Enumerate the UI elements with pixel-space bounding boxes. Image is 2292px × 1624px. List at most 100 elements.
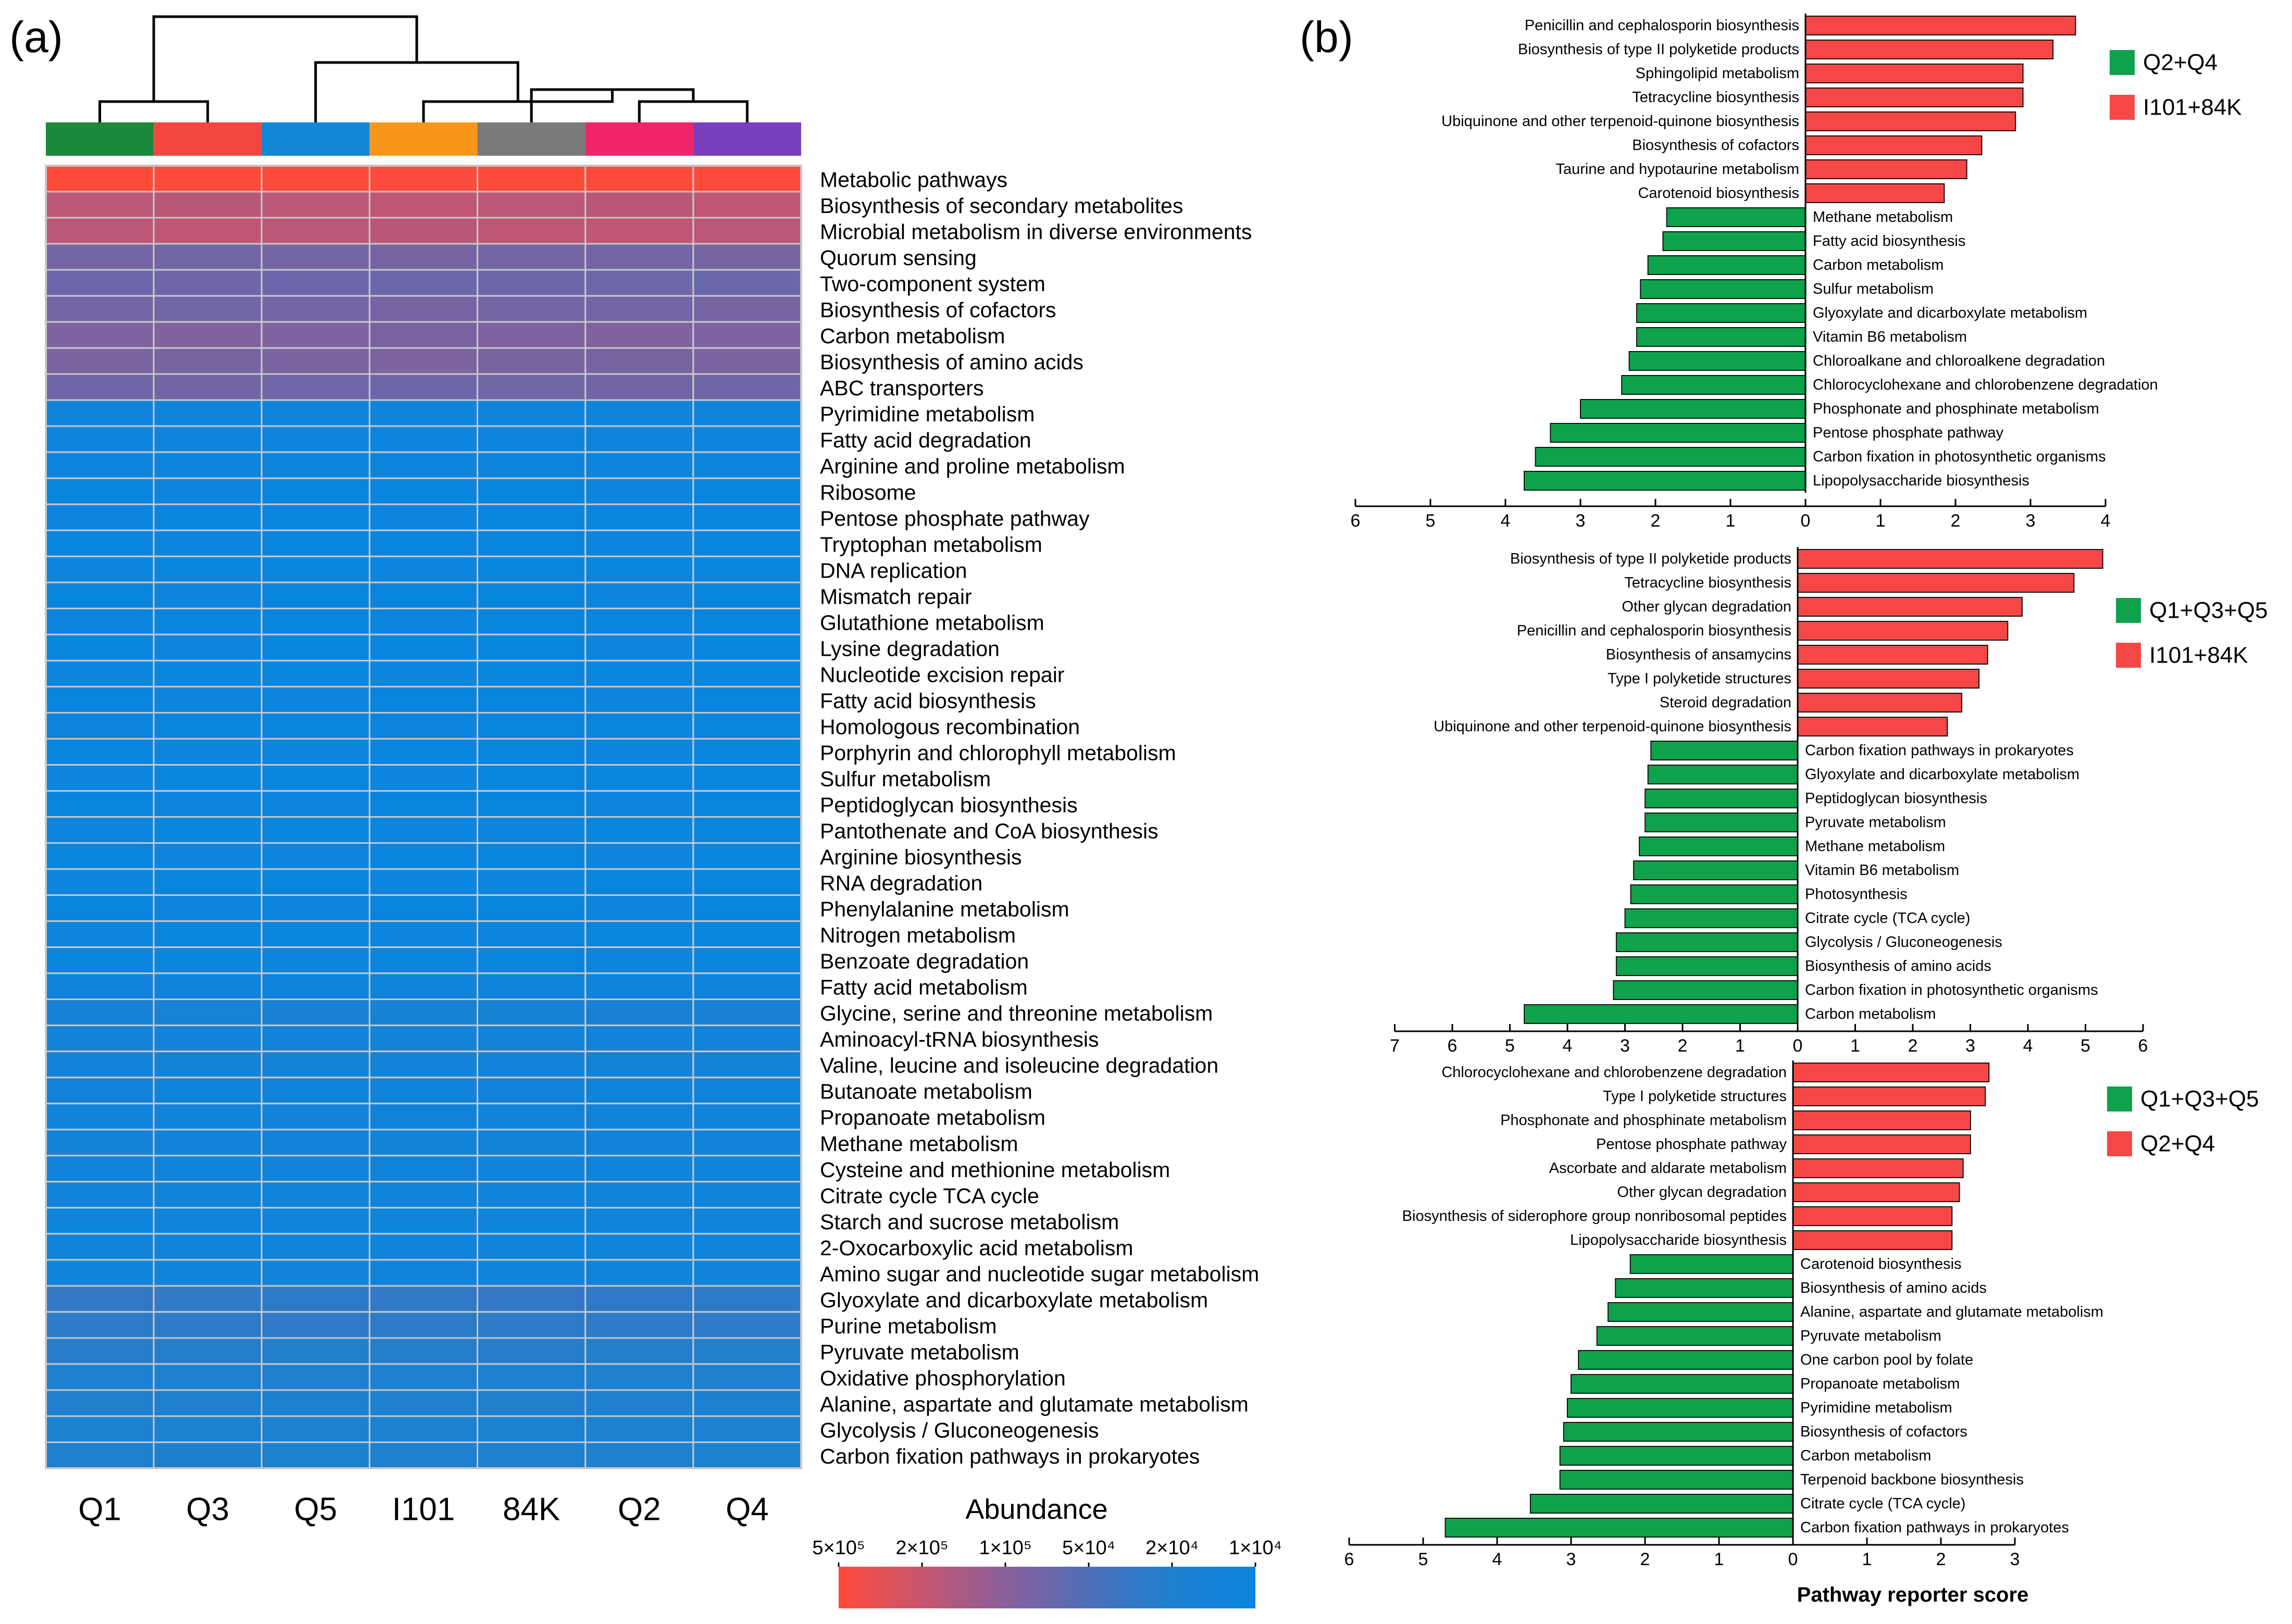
heatmap-cell [692, 998, 802, 1027]
row-label: Homologous recombination [820, 715, 1080, 739]
heatmap-cell [45, 425, 155, 453]
bar-label: Biosynthesis of amino acids [1805, 958, 1991, 975]
heatmap-cell [45, 1363, 155, 1391]
heatmap-cell [584, 581, 694, 609]
heatmap-cell [45, 1389, 155, 1417]
bar-negative [1647, 765, 1798, 784]
heatmap-cell [692, 555, 802, 583]
heatmap-cell [692, 477, 802, 505]
row-label: Glycine, serine and threonine metabolism [820, 1002, 1213, 1026]
row-label: Pentose phosphate pathway [820, 506, 1090, 530]
row-label: Microbial metabolism in diverse environm… [820, 220, 1252, 244]
heatmap-cell [692, 738, 802, 766]
heatmap-cell [260, 1415, 370, 1443]
heatmap-cell [153, 764, 263, 792]
heatmap-cell [477, 1441, 587, 1469]
heatmap-cell [368, 1181, 479, 1209]
row-label: Two-component system [820, 272, 1045, 296]
bar-negative [1608, 1302, 1793, 1322]
heatmap-cell [260, 842, 370, 870]
heatmap-cell [45, 868, 155, 896]
bar-label: Penicillin and cephalosporin biosynthesi… [1517, 622, 1791, 639]
bar-label: Taurine and hypotaurine metabolism [1556, 161, 1800, 178]
row-label: Citrate cycle TCA cycle [820, 1184, 1039, 1208]
bar-positive [1792, 1086, 1986, 1106]
heatmap-cell [260, 1389, 370, 1417]
heatmap-cell [153, 373, 263, 401]
heatmap-cell [477, 1259, 587, 1287]
heatmap-cell [153, 347, 263, 375]
heatmap-cell [584, 1259, 694, 1287]
heatmap-cell [260, 1051, 370, 1079]
column-label: I101 [392, 1492, 455, 1528]
bar-label: Methane metabolism [1813, 209, 1953, 226]
heatmap-cell [692, 1103, 802, 1131]
colorbar-tick-label: 2×10⁵ [895, 1537, 948, 1559]
heatmap-cell [368, 764, 479, 792]
heatmap-cell [368, 503, 479, 531]
heatmap-cell [477, 581, 587, 609]
legend-swatch [2116, 598, 2141, 623]
heatmap-cell [260, 1285, 370, 1313]
heatmap-cell [368, 998, 479, 1027]
heatmap-cell [584, 607, 694, 635]
heatmap-cell [153, 581, 263, 609]
bar-label: Methane metabolism [1805, 838, 1945, 855]
sample-color-I101 [369, 122, 478, 156]
heatmap-cell [368, 1337, 479, 1365]
heatmap-cell [45, 633, 155, 661]
row-label: Biosynthesis of secondary metabolites [820, 194, 1183, 218]
bar-label: Vitamin B6 metabolism [1805, 862, 1959, 879]
heatmap-cell [477, 1129, 587, 1157]
colorbar-tick-label: 2×10⁴ [1145, 1537, 1199, 1559]
heatmap-cell [153, 633, 263, 661]
bar-negative [1647, 255, 1807, 275]
heatmap-cell [584, 373, 694, 401]
heatmap-cell [153, 659, 263, 688]
heatmap-cell [260, 1233, 370, 1261]
row-label: Purine metabolism [820, 1314, 997, 1338]
bar-positive [1792, 1134, 1971, 1154]
heatmap-cell [153, 1103, 263, 1131]
heatmap-cell [153, 1285, 263, 1313]
bar-negative [1613, 980, 1798, 1000]
heatmap-cell [260, 894, 370, 922]
bar-label: Citrate cycle (TCA cycle) [1805, 910, 1970, 927]
bar-negative [1596, 1326, 1793, 1346]
bar-label: Fatty acid biosynthesis [1813, 233, 1965, 249]
heatmap-cell [692, 816, 802, 844]
bar-label: Carbon fixation in photosynthetic organi… [1805, 982, 2098, 998]
x-tick-label: 2 [1678, 1036, 1688, 1056]
heatmap-cell [260, 321, 370, 349]
heatmap-cell [692, 633, 802, 661]
heatmap-cell [692, 868, 802, 896]
heatmap-cell [692, 894, 802, 922]
bar-chart-1 [1354, 14, 2107, 507]
heatmap-cell [692, 191, 802, 219]
bar-label: Sphingolipid metabolism [1636, 65, 1799, 82]
heatmap-cell [260, 738, 370, 766]
bar-label: Glyoxylate and dicarboxylate metabolism [1813, 305, 2087, 321]
bar-label: Terpenoid backbone biosynthesis [1800, 1471, 2024, 1488]
heatmap-cell [153, 243, 263, 271]
bar-positive [1797, 717, 1948, 736]
bar-label: Photosynthesis [1805, 886, 1908, 903]
bar-label: Carbon fixation pathways in prokaryotes [1805, 742, 2074, 759]
heatmap-cell [692, 685, 802, 714]
heatmap-cell [153, 868, 263, 896]
heatmap-cell [260, 1311, 370, 1339]
heatmap-cell [45, 1285, 155, 1313]
heatmap-cell [153, 738, 263, 766]
row-label: Glycolysis / Gluconeogenesis [820, 1418, 1099, 1442]
x-tick-label: 3 [1566, 1550, 1576, 1569]
heatmap-cell [584, 1181, 694, 1209]
bar-positive [1805, 64, 2024, 83]
heatmap-cell [692, 1025, 802, 1053]
heatmap-cell [584, 1285, 694, 1313]
bar-negative [1563, 1422, 1794, 1442]
bar-label: Pyruvate metabolism [1805, 814, 1946, 831]
heatmap-cell [45, 1077, 155, 1105]
row-label: Propanoate metabolism [820, 1106, 1045, 1130]
heatmap-cell [153, 711, 263, 740]
x-tick-label: 2 [1951, 511, 1961, 531]
